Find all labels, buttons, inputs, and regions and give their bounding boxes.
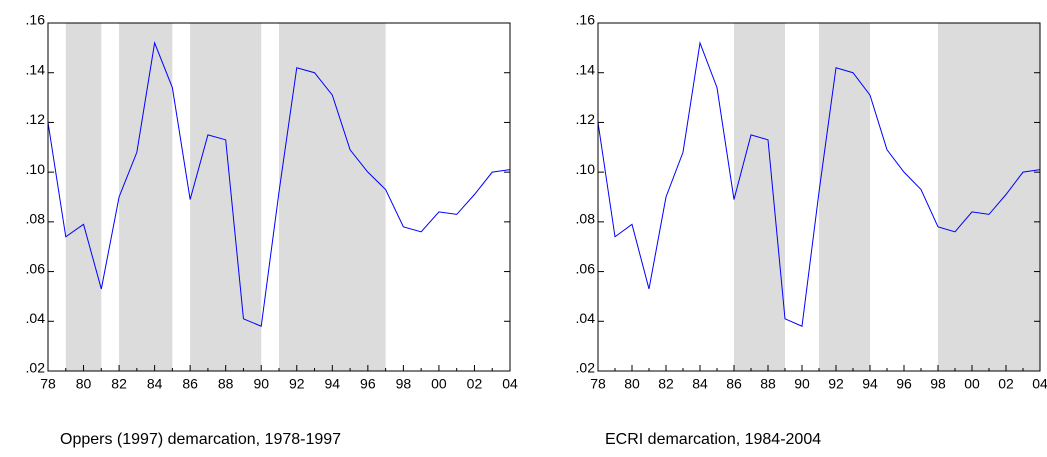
x-tick-label: 00 (431, 376, 447, 392)
x-tick-label: 96 (896, 376, 912, 392)
x-tick-label: 90 (253, 376, 269, 392)
shaded-region (279, 23, 386, 371)
x-tick-label: 04 (502, 376, 518, 392)
shaded-region (734, 23, 785, 371)
chart-caption: Oppers (1997) demarcation, 1978-1997 (60, 431, 341, 448)
x-tick-label: 84 (147, 376, 163, 392)
shaded-region (190, 23, 262, 371)
x-tick-label: 98 (930, 376, 946, 392)
x-tick-label: 94 (862, 376, 878, 392)
data-line (597, 40, 1041, 327)
x-tick-label: 96 (360, 376, 376, 392)
x-tick-label: 80 (76, 376, 92, 392)
shaded-region (938, 23, 1040, 371)
y-tick-label: .10 (26, 161, 46, 177)
x-tick-label: 04 (1032, 376, 1047, 392)
x-tick-label: 78 (590, 376, 606, 392)
y-tick-label: .10 (576, 161, 596, 177)
x-tick-label: 92 (289, 376, 305, 392)
x-tick-label: 00 (964, 376, 980, 392)
x-tick-label: 80 (624, 376, 640, 392)
y-tick-label: .16 (576, 12, 596, 28)
x-tick-label: 94 (325, 376, 341, 392)
x-tick-label: 02 (467, 376, 483, 392)
x-tick-label: 86 (726, 376, 742, 392)
x-tick-label: 84 (692, 376, 708, 392)
x-tick-label: 82 (658, 376, 674, 392)
y-tick-label: .16 (26, 12, 46, 28)
shaded-region (819, 23, 870, 371)
y-tick-label: .08 (576, 211, 596, 227)
plot-frame (597, 22, 1041, 372)
y-tick-label: .12 (576, 111, 596, 127)
y-tick-label: .04 (26, 310, 46, 326)
x-tick-label: 78 (40, 376, 56, 392)
shaded-region (65, 23, 102, 371)
x-tick-label: 88 (760, 376, 776, 392)
y-tick-label: .12 (26, 111, 46, 127)
shaded-region (119, 23, 173, 371)
x-tick-label: 82 (111, 376, 127, 392)
y-tick-label: .14 (26, 61, 46, 77)
y-tick-label: .02 (576, 360, 596, 376)
x-tick-label: 90 (794, 376, 810, 392)
y-tick-label: .04 (576, 310, 596, 326)
y-tick-label: .02 (26, 360, 46, 376)
x-tick-label: 92 (828, 376, 844, 392)
data-line (47, 41, 511, 327)
x-tick-label: 02 (998, 376, 1014, 392)
y-tick-label: .06 (26, 260, 46, 276)
x-tick-label: 98 (396, 376, 412, 392)
y-tick-label: .06 (576, 260, 596, 276)
plot-frame (47, 22, 511, 372)
x-tick-label: 86 (182, 376, 198, 392)
y-tick-label: .08 (26, 211, 46, 227)
x-tick-label: 88 (218, 376, 234, 392)
chart-caption: ECRI demarcation, 1984-2004 (605, 431, 821, 448)
y-tick-label: .14 (576, 61, 596, 77)
